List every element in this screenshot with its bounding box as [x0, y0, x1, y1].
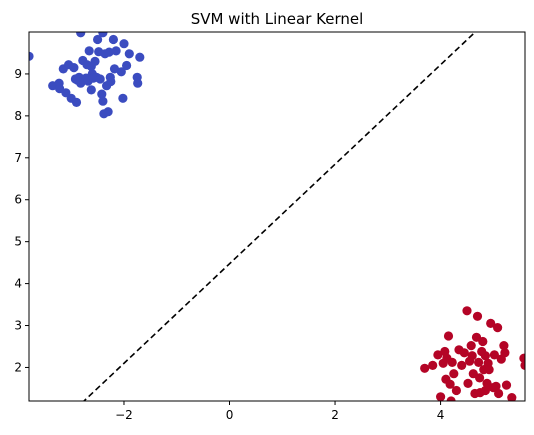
class-b-point — [501, 380, 512, 390]
class-b-point — [445, 379, 455, 389]
class-a-point — [93, 34, 103, 45]
class-a-point — [86, 85, 96, 95]
x-tick-label: 2 — [331, 408, 339, 422]
class-b-point — [472, 311, 483, 321]
class-b-point — [474, 357, 484, 367]
class-b-point — [447, 357, 457, 367]
class-b-point — [433, 350, 443, 360]
class-b-point — [475, 373, 485, 383]
class-a-point — [106, 76, 116, 87]
x-tick-label: 4 — [437, 408, 445, 422]
class-a-point — [124, 49, 134, 59]
class-a-point — [119, 39, 129, 49]
class-b-point — [489, 350, 499, 360]
class-b-point — [446, 396, 456, 401]
class-a-point — [98, 32, 108, 38]
class-a-point — [61, 88, 71, 98]
class-b-point — [494, 388, 504, 399]
points-layer — [29, 32, 525, 401]
class-a-point — [111, 46, 121, 56]
class-b-point — [467, 351, 477, 361]
class-b-point — [436, 392, 446, 401]
plot-frame — [28, 31, 526, 402]
class-a-point — [95, 74, 105, 84]
class-a-point — [133, 78, 143, 88]
class-b-point — [466, 341, 476, 351]
class-b-point — [493, 323, 503, 333]
class-b-point — [420, 363, 430, 373]
class-a-point — [76, 32, 86, 38]
ticks-layer: −2 0 2 4 2 3 4 5 6 7 8 9 — [14, 67, 444, 422]
class-b-point — [500, 348, 510, 358]
class-a-point — [29, 51, 34, 61]
class-a-point — [98, 96, 108, 106]
y-tick-label: 9 — [14, 67, 22, 81]
class-b-point — [484, 365, 494, 375]
class-a-point — [86, 61, 96, 71]
y-tick-label: 6 — [14, 193, 22, 207]
class-a-point — [116, 67, 126, 77]
class-b-point — [486, 318, 496, 328]
class-b-point — [520, 360, 525, 370]
y-tick-label: 7 — [14, 151, 22, 165]
class-b-point — [428, 360, 438, 370]
class-b-point — [443, 331, 454, 341]
class-b-point — [449, 369, 459, 379]
class-b-point — [451, 385, 461, 396]
class-b-point — [499, 341, 509, 351]
class-a-point — [97, 89, 107, 99]
class-a-point — [69, 63, 79, 73]
y-tick-label: 4 — [14, 277, 22, 291]
class-a-point — [118, 93, 128, 103]
class-a-point — [135, 52, 145, 62]
class-a-point — [103, 107, 113, 117]
class-a-point — [84, 46, 94, 56]
class-a-point — [108, 34, 118, 45]
y-tick-label: 3 — [14, 319, 22, 333]
x-tick-label: −2 — [115, 408, 133, 422]
class-a-point — [71, 97, 82, 107]
class-b-point — [507, 393, 517, 401]
decision-boundary — [82, 32, 477, 401]
x-tick-label: 0 — [226, 408, 234, 422]
class-a-point — [122, 60, 132, 71]
y-tick-label: 8 — [14, 109, 22, 123]
class-b-point — [459, 348, 469, 358]
class-b-point — [463, 378, 473, 388]
class-b-point — [491, 381, 501, 391]
class-b-point — [462, 306, 472, 316]
y-tick-label: 2 — [14, 360, 22, 374]
y-tick-label: 5 — [14, 235, 22, 249]
boundary-layer — [82, 32, 477, 401]
class-a-point — [70, 74, 80, 84]
class-a-point — [104, 47, 114, 57]
class-b-point — [478, 336, 488, 347]
chart-title: SVM with Linear Kernel — [191, 10, 364, 28]
class-b-point — [519, 353, 525, 363]
class-b-point — [480, 385, 490, 396]
class-b-point — [457, 360, 467, 370]
class-b-point — [480, 351, 490, 361]
